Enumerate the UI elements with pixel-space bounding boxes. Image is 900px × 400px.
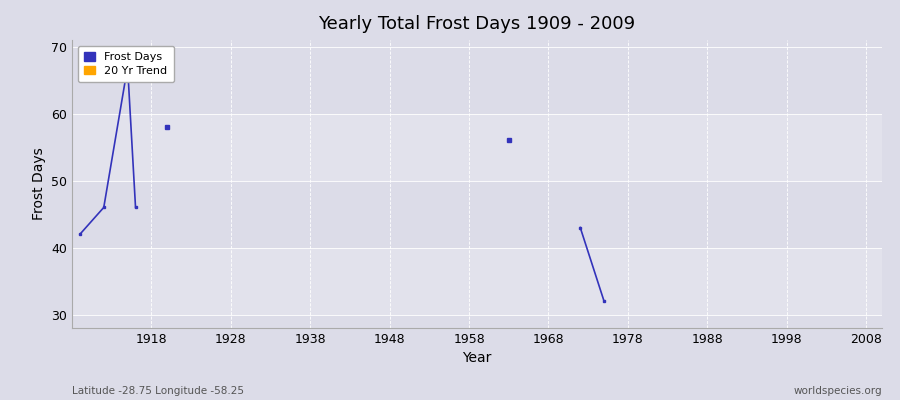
Text: Latitude -28.75 Longitude -58.25: Latitude -28.75 Longitude -58.25	[72, 386, 244, 396]
Y-axis label: Frost Days: Frost Days	[32, 148, 46, 220]
Bar	[72, 114, 882, 181]
Legend: Frost Days, 20 Yr Trend: Frost Days, 20 Yr Trend	[77, 46, 174, 82]
X-axis label: Year: Year	[463, 352, 491, 366]
Title: Yearly Total Frost Days 1909 - 2009: Yearly Total Frost Days 1909 - 2009	[319, 15, 635, 33]
Bar	[72, 248, 882, 315]
Text: worldspecies.org: worldspecies.org	[794, 386, 882, 396]
